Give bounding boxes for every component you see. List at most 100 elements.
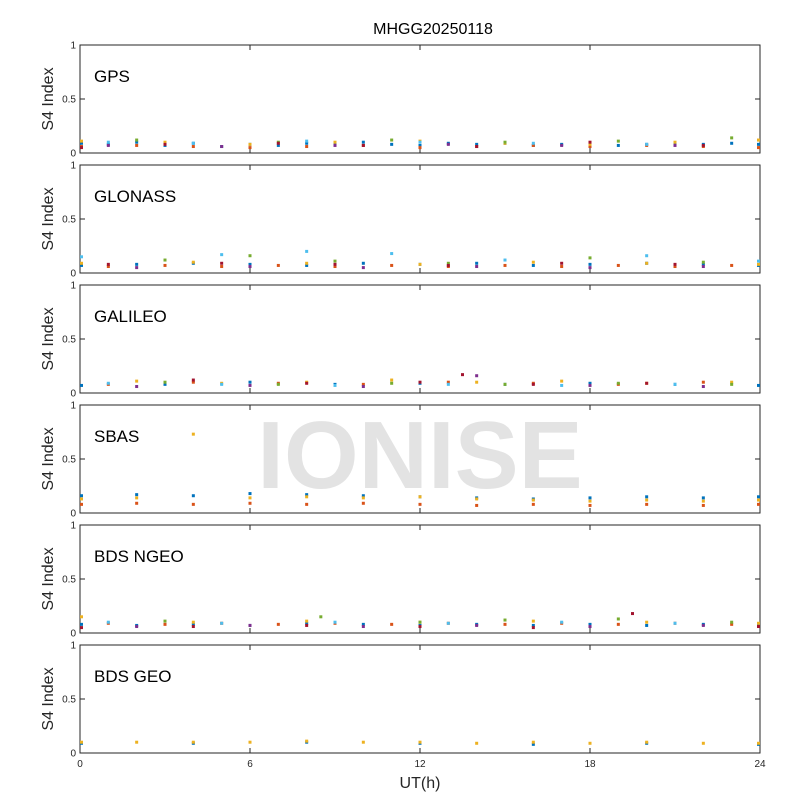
data-point: [616, 143, 620, 147]
data-point: [248, 146, 252, 150]
data-point: [446, 621, 450, 625]
series-4: [163, 380, 734, 386]
data-point: [106, 620, 110, 624]
data-point: [191, 145, 195, 149]
y-tick-label: 0: [70, 629, 76, 640]
y-axis-label: S4 Index: [40, 187, 57, 250]
plot-area: [79, 644, 761, 754]
data-point: [730, 141, 734, 145]
data-point: [446, 263, 450, 267]
data-point: [531, 260, 535, 264]
data-point: [80, 494, 83, 498]
data-point: [531, 141, 535, 145]
data-point: [531, 382, 535, 386]
y-tick-label: 0.5: [62, 695, 76, 706]
series-5: [106, 381, 677, 387]
series-4: [163, 615, 734, 624]
series-3: [135, 623, 705, 629]
data-point: [390, 142, 394, 146]
data-point: [305, 263, 309, 267]
y-tick-label: 0: [70, 269, 76, 280]
y-tick-label: 0.5: [62, 575, 76, 586]
panel-label: GPS: [94, 67, 130, 86]
data-point: [757, 383, 760, 387]
data-point: [730, 622, 734, 626]
data-point: [588, 381, 592, 385]
x-tick-label: 24: [754, 759, 766, 770]
data-point: [475, 261, 479, 265]
data-point: [757, 146, 760, 150]
data-point: [135, 493, 139, 497]
data-point: [757, 741, 760, 745]
data-point: [276, 382, 280, 386]
y-tick-label: 1: [70, 401, 76, 412]
series-5: [106, 620, 677, 625]
data-point: [757, 262, 760, 266]
watermark: IONISE: [257, 402, 582, 509]
data-point: [531, 263, 535, 267]
data-point: [248, 501, 252, 505]
data-point: [645, 381, 649, 385]
panel-label: GLONASS: [94, 187, 176, 206]
data-point: [390, 263, 394, 267]
data-point: [80, 261, 83, 265]
data-point: [163, 380, 167, 384]
data-point: [220, 265, 224, 269]
data-point: [560, 265, 564, 269]
panel-label: SBAS: [94, 427, 139, 446]
y-axis-label: S4 Index: [40, 427, 57, 490]
panels: 0 0.5 1 S4 Index GPS 0 0.5 1 S4 Index GLONASS 0 0.5…: [40, 41, 766, 771]
data-point: [503, 258, 507, 262]
data-point: [333, 265, 337, 269]
data-point: [333, 140, 337, 144]
data-point: [701, 496, 705, 500]
data-point: [757, 498, 760, 502]
data-point: [503, 618, 507, 622]
data-point: [390, 138, 394, 142]
y-axis-label: S4 Index: [40, 307, 57, 370]
data-point: [418, 380, 422, 384]
data-point: [163, 622, 167, 626]
data-point: [191, 620, 195, 624]
data-point: [560, 143, 564, 147]
data-point: [446, 142, 450, 146]
panel-0: 0 0.5 1 S4 Index GPS: [40, 41, 761, 160]
data-point: [220, 253, 224, 257]
data-point: [588, 503, 592, 507]
data-point: [418, 146, 422, 150]
data-point: [701, 265, 705, 269]
data-point: [135, 385, 139, 389]
data-point: [220, 621, 224, 625]
y-tick-label: 0: [70, 149, 76, 160]
data-point: [757, 621, 760, 625]
data-point: [616, 263, 620, 267]
series-5: [80, 249, 760, 263]
data-point: [135, 138, 139, 142]
data-point: [135, 625, 139, 629]
x-tick-label: 12: [414, 759, 426, 770]
data-point: [305, 493, 309, 497]
data-point: [588, 145, 592, 149]
data-point: [560, 261, 564, 265]
panel-label: BDS NGEO: [94, 547, 184, 566]
y-tick-label: 1: [70, 41, 76, 52]
series-2: [80, 501, 760, 507]
data-point: [361, 496, 365, 500]
data-point: [730, 263, 734, 267]
data-point: [418, 625, 422, 629]
data-point: [361, 740, 365, 744]
data-point: [80, 255, 83, 259]
data-point: [616, 617, 620, 621]
panel-2: 0 0.5 1 S4 Index GALILEO: [40, 281, 761, 400]
data-point: [503, 382, 507, 386]
data-point: [531, 740, 535, 744]
data-point: [276, 622, 280, 626]
data-point: [191, 494, 195, 498]
data-point: [701, 623, 705, 627]
x-tick-label: 6: [247, 759, 253, 770]
data-point: [163, 382, 167, 386]
data-point: [418, 620, 422, 624]
y-tick-label: 1: [70, 521, 76, 532]
series-1: [80, 739, 760, 745]
data-point: [191, 432, 195, 436]
